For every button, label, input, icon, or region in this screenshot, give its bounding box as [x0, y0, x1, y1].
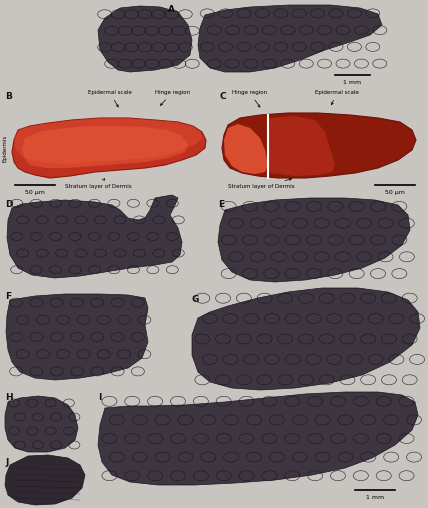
Text: 1 mm: 1 mm [343, 80, 361, 85]
Polygon shape [192, 288, 420, 390]
Text: I: I [98, 393, 101, 402]
Text: C: C [220, 92, 226, 101]
Polygon shape [14, 118, 202, 164]
Text: A: A [168, 5, 175, 14]
Polygon shape [222, 113, 416, 178]
Polygon shape [224, 124, 268, 174]
Polygon shape [268, 116, 335, 176]
Text: G: G [192, 295, 199, 304]
Polygon shape [6, 294, 148, 380]
Text: E: E [218, 200, 224, 209]
Text: F: F [5, 292, 11, 301]
Text: Epidermal scale: Epidermal scale [315, 90, 359, 105]
Polygon shape [5, 455, 85, 505]
Text: Hinge region: Hinge region [232, 90, 267, 107]
Text: 1 mm: 1 mm [366, 495, 384, 500]
Text: J: J [5, 458, 9, 467]
Text: Stratum layer of Dermis: Stratum layer of Dermis [65, 179, 132, 189]
Text: Hinge region: Hinge region [155, 90, 190, 106]
Text: H: H [5, 393, 12, 402]
Text: B: B [5, 92, 12, 101]
Polygon shape [12, 118, 206, 178]
Polygon shape [224, 124, 268, 174]
Polygon shape [5, 396, 78, 452]
Polygon shape [198, 5, 382, 72]
Polygon shape [22, 126, 188, 168]
Text: Stratum layer of Dermis: Stratum layer of Dermis [228, 178, 294, 189]
Text: 50 μm: 50 μm [25, 190, 45, 195]
Text: D: D [5, 200, 12, 209]
Polygon shape [98, 6, 192, 72]
Text: 50 μm: 50 μm [385, 190, 405, 195]
Text: Epidermis: Epidermis [3, 135, 8, 162]
Polygon shape [7, 195, 182, 278]
Polygon shape [218, 198, 410, 282]
Text: Epidermal scale: Epidermal scale [88, 90, 132, 107]
Polygon shape [98, 392, 418, 485]
